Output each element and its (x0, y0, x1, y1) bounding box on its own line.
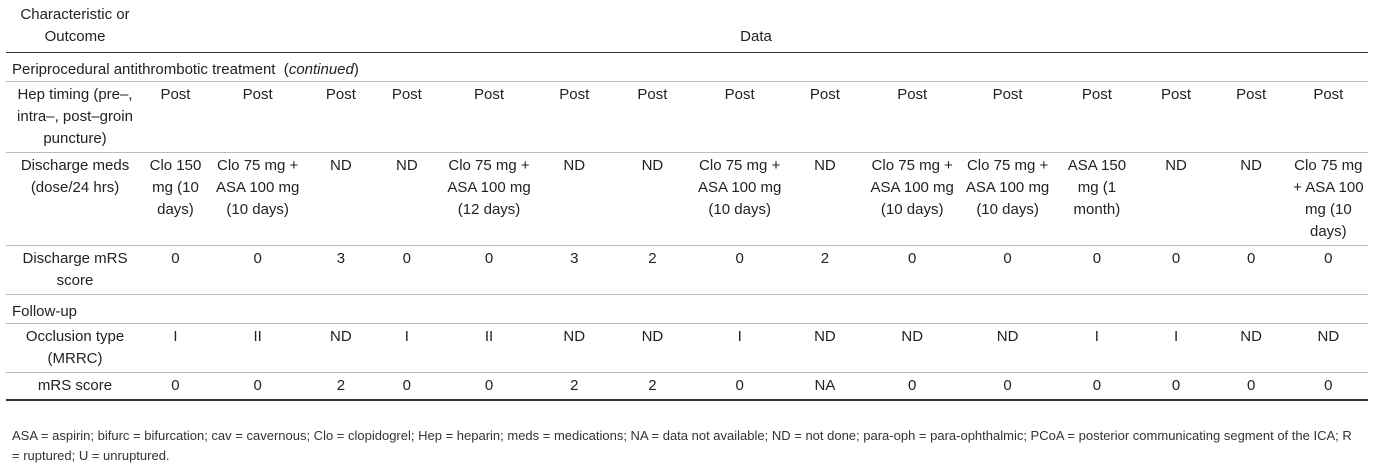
table-cell: Post (897, 86, 928, 103)
table-cell: II (253, 328, 262, 345)
table-cell: 0 (253, 377, 262, 394)
table-cell: Post (325, 86, 356, 103)
section-row: Follow-up (6, 295, 1368, 324)
table-cell: Clo 75 mg + ASA 100 mg (10 days) (870, 157, 954, 218)
table-cell: 0 (1092, 377, 1102, 394)
table-cell: Post (1313, 86, 1344, 103)
table-cell: Clo 150 mg (10 days) (149, 157, 202, 218)
table-cell: 0 (1324, 250, 1333, 267)
table-cell: 0 (253, 250, 262, 267)
table-cell: II (484, 328, 494, 345)
table-cell: 0 (1324, 377, 1333, 394)
table-row: Discharge mRS score 0 0 3 0 0 3 2 0 2 0 0 0 0 0 0 (6, 246, 1368, 295)
table-cell: 2 (648, 250, 657, 267)
table-cell: Post (474, 86, 505, 103)
section-row: Periprocedural antithrombotic treatment … (6, 53, 1368, 82)
table-cell: ND (563, 157, 586, 174)
table-cell: 0 (735, 377, 744, 394)
table-cell: Post (1081, 86, 1112, 103)
table-cell: I (1173, 328, 1179, 345)
table-cell: Post (1161, 86, 1192, 103)
table-cell: 0 (908, 377, 917, 394)
table-cell: ND (395, 157, 418, 174)
row-label: mRS score (37, 377, 113, 394)
table-cell: 0 (402, 377, 411, 394)
table-row: Hep timing (pre–, intra–, post–groin pun… (6, 82, 1368, 153)
table-cell: 0 (1171, 250, 1181, 267)
table-cell: Post (1236, 86, 1267, 103)
section-suffix: continued (288, 61, 354, 78)
table-cell: Post (809, 86, 840, 103)
table-row: mRS score 0 0 2 0 0 2 2 0 NA 0 0 0 0 0 0 (6, 373, 1368, 400)
row-label: Occlusion type (MRRC) (25, 328, 125, 367)
table-cell: Post (391, 86, 422, 103)
table-row: Occlusion type (MRRC) I II ND I II ND ND I ND ND ND… (6, 324, 1368, 373)
table-cell: ND (641, 328, 664, 345)
table-cell: ND (1317, 328, 1340, 345)
footnote: ASA = aspirin; bifurc = bifurcation; cav… (12, 428, 1352, 463)
row-label: Discharge meds (dose/24 hrs) (20, 157, 130, 196)
table-cell: 0 (1246, 377, 1256, 394)
row-label: Discharge mRS score (22, 250, 128, 289)
table-cell: Clo 75 mg + ASA 100 mg (10 days) (1293, 157, 1364, 240)
header-data: Data (740, 28, 772, 45)
table-cell: ND (330, 328, 352, 345)
table-cell: 2 (648, 377, 657, 394)
table-cell: 3 (336, 250, 346, 267)
table-cell: Clo 75 mg + ASA 100 mg (12 days) (447, 157, 531, 218)
table-cell: Clo 75 mg + ASA 100 mg (10 days) (215, 157, 300, 218)
table-cell: Post (992, 86, 1023, 103)
table-cell: ND (814, 328, 836, 345)
table-cell: Post (160, 86, 191, 103)
table-cell: ND (1240, 328, 1262, 345)
table-cell: Post (724, 86, 755, 103)
table-cell: I (1094, 328, 1099, 345)
table-cell: 0 (171, 250, 180, 267)
table-cell: 0 (1092, 250, 1102, 267)
table-cell: ND (901, 328, 924, 345)
table-header: Characteristic or Outcome Data (6, 0, 1368, 53)
table-cell: 3 (570, 250, 579, 267)
table-row: Discharge meds (dose/24 hrs) Clo 150 mg (… (6, 153, 1368, 246)
table-cell: 0 (1171, 377, 1181, 394)
row-label: Hep timing (pre–, intra–, post–groin pun… (17, 86, 133, 147)
table-cell: Post (637, 86, 668, 103)
section-title: Follow-up (12, 303, 78, 320)
table-cell: ASA 150 mg (1 month) (1067, 157, 1127, 218)
table-cell: NA (814, 377, 836, 394)
table-cell: ND (641, 157, 664, 174)
table-cell: Clo 75 mg + ASA 100 mg (10 days) (965, 157, 1050, 218)
table-cell: ND (563, 328, 586, 345)
table-cell: 0 (484, 250, 494, 267)
section-title: Periprocedural antithrombotic treatment (12, 61, 276, 78)
table-cell: 2 (570, 377, 579, 394)
table-cell: I (737, 328, 742, 345)
table-cell: Post (559, 86, 590, 103)
header-characteristic: Characteristic or Outcome (20, 6, 130, 45)
table-cell: ND (996, 328, 1019, 345)
table-cell: 0 (402, 250, 411, 267)
table-cell: Post (242, 86, 273, 103)
data-table: Characteristic or Outcome Data Periproce… (6, 0, 1368, 401)
table-cell: 2 (820, 250, 830, 267)
table-cell: ND (1240, 157, 1262, 174)
table-cell: Clo 75 mg + ASA 100 mg (10 days) (697, 157, 782, 218)
table-cell: 0 (1003, 250, 1012, 267)
table-cell: I (404, 328, 409, 345)
table-cell: I (173, 328, 178, 345)
table-cell: 0 (1246, 250, 1256, 267)
table-cell: ND (1165, 157, 1187, 174)
table-cell: 0 (1003, 377, 1012, 394)
table-cell: 0 (908, 250, 917, 267)
table-cell: 0 (484, 377, 494, 394)
table-cell: 2 (336, 377, 346, 394)
table-cell: 0 (735, 250, 744, 267)
table-cell: ND (330, 157, 352, 174)
table-cell: 0 (171, 377, 180, 394)
table-cell: ND (814, 157, 836, 174)
